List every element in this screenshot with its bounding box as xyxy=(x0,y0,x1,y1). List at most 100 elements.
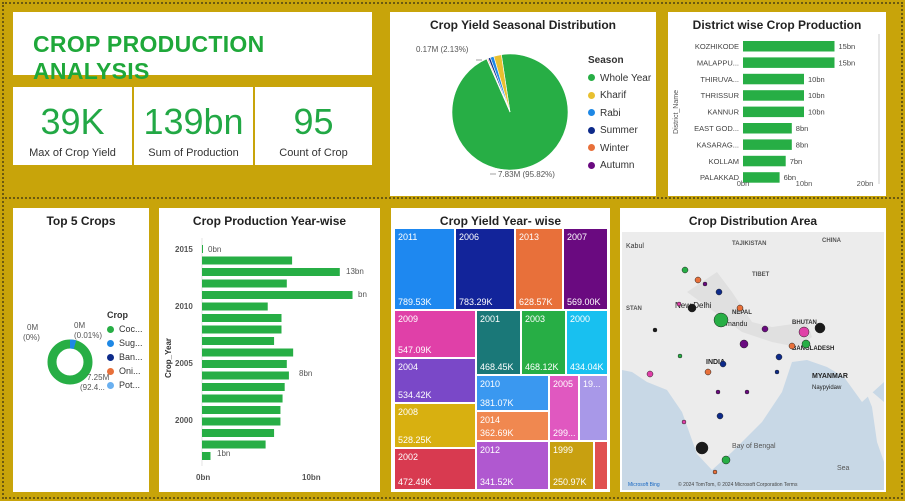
map-marker[interactable] xyxy=(736,304,744,312)
district-bar[interactable] xyxy=(743,123,792,134)
year-production-panel[interactable]: Crop Production Year-wise Crop_Year 2015… xyxy=(159,208,380,492)
map-markers[interactable] xyxy=(646,266,826,475)
legend-item[interactable]: Whole Year xyxy=(588,70,651,88)
legend-item[interactable]: Ban... xyxy=(107,350,143,364)
year-bar[interactable] xyxy=(202,429,275,437)
year-bar[interactable] xyxy=(202,325,282,334)
map-marker[interactable] xyxy=(721,455,731,465)
year-bar[interactable] xyxy=(202,371,289,380)
map-marker[interactable] xyxy=(646,370,654,378)
map-marker[interactable] xyxy=(775,353,783,361)
year-bar[interactable] xyxy=(202,440,266,449)
map-marker[interactable] xyxy=(715,389,721,395)
district-bar[interactable] xyxy=(743,73,804,85)
map-marker[interactable] xyxy=(712,469,718,475)
year-bar[interactable] xyxy=(202,360,287,368)
treemap-cell[interactable]: 2002 472.49K xyxy=(394,448,476,490)
map-marker[interactable] xyxy=(774,369,780,375)
legend-item[interactable]: Pot... xyxy=(107,378,143,392)
year-bar[interactable] xyxy=(202,245,203,253)
year-bar[interactable] xyxy=(202,279,287,288)
kpi-card-max-yield[interactable]: 39K Max of Crop Yield xyxy=(13,87,132,165)
map-marker[interactable] xyxy=(695,441,709,455)
map-marker[interactable] xyxy=(788,342,796,350)
treemap-cell[interactable]: 2010 381.07K xyxy=(476,375,549,411)
treemap-cell[interactable]: 2007 569.00K xyxy=(563,228,608,310)
map-marker[interactable] xyxy=(694,276,702,284)
year-bar[interactable] xyxy=(202,417,281,426)
kpi-card-count-crop[interactable]: 95 Count of Crop xyxy=(255,87,372,165)
donut-slice[interactable] xyxy=(69,339,77,350)
year-bar[interactable] xyxy=(202,337,275,345)
legend-item[interactable]: Kharif xyxy=(588,87,651,105)
treemap-cell[interactable]: 2011 789.53K xyxy=(394,228,455,310)
map-marker[interactable] xyxy=(677,353,683,359)
legend-item[interactable]: Autumn xyxy=(588,157,651,175)
map-marker[interactable] xyxy=(801,339,811,349)
treemap-cell[interactable]: 2004 534.42K xyxy=(394,358,476,403)
treemap-cell[interactable]: 2000 434.04K xyxy=(566,310,608,375)
treemap-cell[interactable]: 2006 783.29K xyxy=(455,228,515,310)
district-bar[interactable] xyxy=(743,139,792,150)
treemap-cell[interactable]: 2009 547.09K xyxy=(394,310,476,358)
year-bar[interactable] xyxy=(202,256,293,265)
legend-item[interactable]: Oni... xyxy=(107,364,143,378)
legend-item[interactable]: Sug... xyxy=(107,336,143,350)
district-bar[interactable] xyxy=(743,155,786,167)
treemap-cell[interactable]: 2005 299... xyxy=(549,375,579,441)
map-marker[interactable] xyxy=(716,412,724,420)
map-panel[interactable]: Crop Distribution Area Kabul TAJIKISTAN CH… xyxy=(620,208,886,492)
map-marker[interactable] xyxy=(713,312,729,328)
map-marker[interactable] xyxy=(681,266,689,274)
season-pie-panel[interactable]: Crop Yield Seasonal Distribution 0.17M (… xyxy=(390,12,656,196)
year-bar[interactable] xyxy=(202,268,340,276)
year-bar[interactable] xyxy=(202,302,268,311)
scrollbar[interactable] xyxy=(878,34,880,184)
treemap-panel[interactable]: Crop Yield Year- wise 2011 789.53K 2006 783… xyxy=(391,208,610,492)
year-bar[interactable] xyxy=(202,348,294,357)
treemap-cell[interactable]: 2014 362.69K xyxy=(476,411,549,441)
pie-slice-kharif[interactable] xyxy=(493,54,511,113)
map-marker[interactable] xyxy=(744,389,750,395)
map-marker[interactable] xyxy=(715,288,723,296)
map-marker[interactable] xyxy=(704,368,712,376)
map-marker[interactable] xyxy=(761,325,769,333)
map-marker[interactable] xyxy=(702,281,708,287)
map-marker[interactable] xyxy=(681,419,687,425)
year-bar[interactable] xyxy=(202,291,353,299)
treemap-cell[interactable]: 1999 250.97K xyxy=(549,441,594,490)
year-bar[interactable] xyxy=(202,314,282,322)
map-marker[interactable] xyxy=(814,322,826,334)
kpi-card-sum-production[interactable]: 139bn Sum of Production xyxy=(134,87,253,165)
district-bar[interactable] xyxy=(743,57,835,68)
top5-crops-panel[interactable]: Top 5 Crops 0M (0%) 0M (0.01%) 7.25M (92… xyxy=(13,208,149,492)
legend-item[interactable]: Rabi xyxy=(588,105,651,123)
treemap-cell[interactable]: 2012 341.52K xyxy=(476,441,549,490)
district-bar[interactable] xyxy=(743,106,804,118)
legend-item[interactable]: Coc... xyxy=(107,322,143,336)
district-bar[interactable] xyxy=(743,90,804,101)
treemap-cell[interactable]: 2013 628.57K xyxy=(515,228,563,310)
district-bar[interactable] xyxy=(743,41,835,52)
year-bar[interactable] xyxy=(202,383,285,391)
year-bar[interactable] xyxy=(202,394,283,403)
legend-item[interactable]: Winter xyxy=(588,140,651,158)
district-bar[interactable] xyxy=(743,172,780,183)
map-marker[interactable] xyxy=(652,327,658,333)
treemap-cell[interactable]: 19... xyxy=(579,375,608,441)
treemap-cell[interactable]: 2008 528.25K xyxy=(394,403,476,448)
map-marker[interactable] xyxy=(739,339,749,349)
map-marker[interactable] xyxy=(687,303,697,313)
year-bar[interactable] xyxy=(202,406,281,414)
treemap-cell[interactable] xyxy=(594,441,608,490)
map-marker[interactable] xyxy=(719,360,727,368)
district-bar-panel[interactable]: District wise Crop Production District_N… xyxy=(668,12,886,196)
season-pie-slices[interactable] xyxy=(451,53,569,171)
donut-ring[interactable] xyxy=(47,339,93,385)
year-bar[interactable] xyxy=(202,452,211,460)
treemap-cell[interactable]: 2003 468.12K xyxy=(521,310,566,375)
legend-item[interactable]: Summer xyxy=(588,122,651,140)
treemap-cell[interactable]: 2001 468.45K xyxy=(476,310,521,375)
map-marker[interactable] xyxy=(798,326,810,338)
